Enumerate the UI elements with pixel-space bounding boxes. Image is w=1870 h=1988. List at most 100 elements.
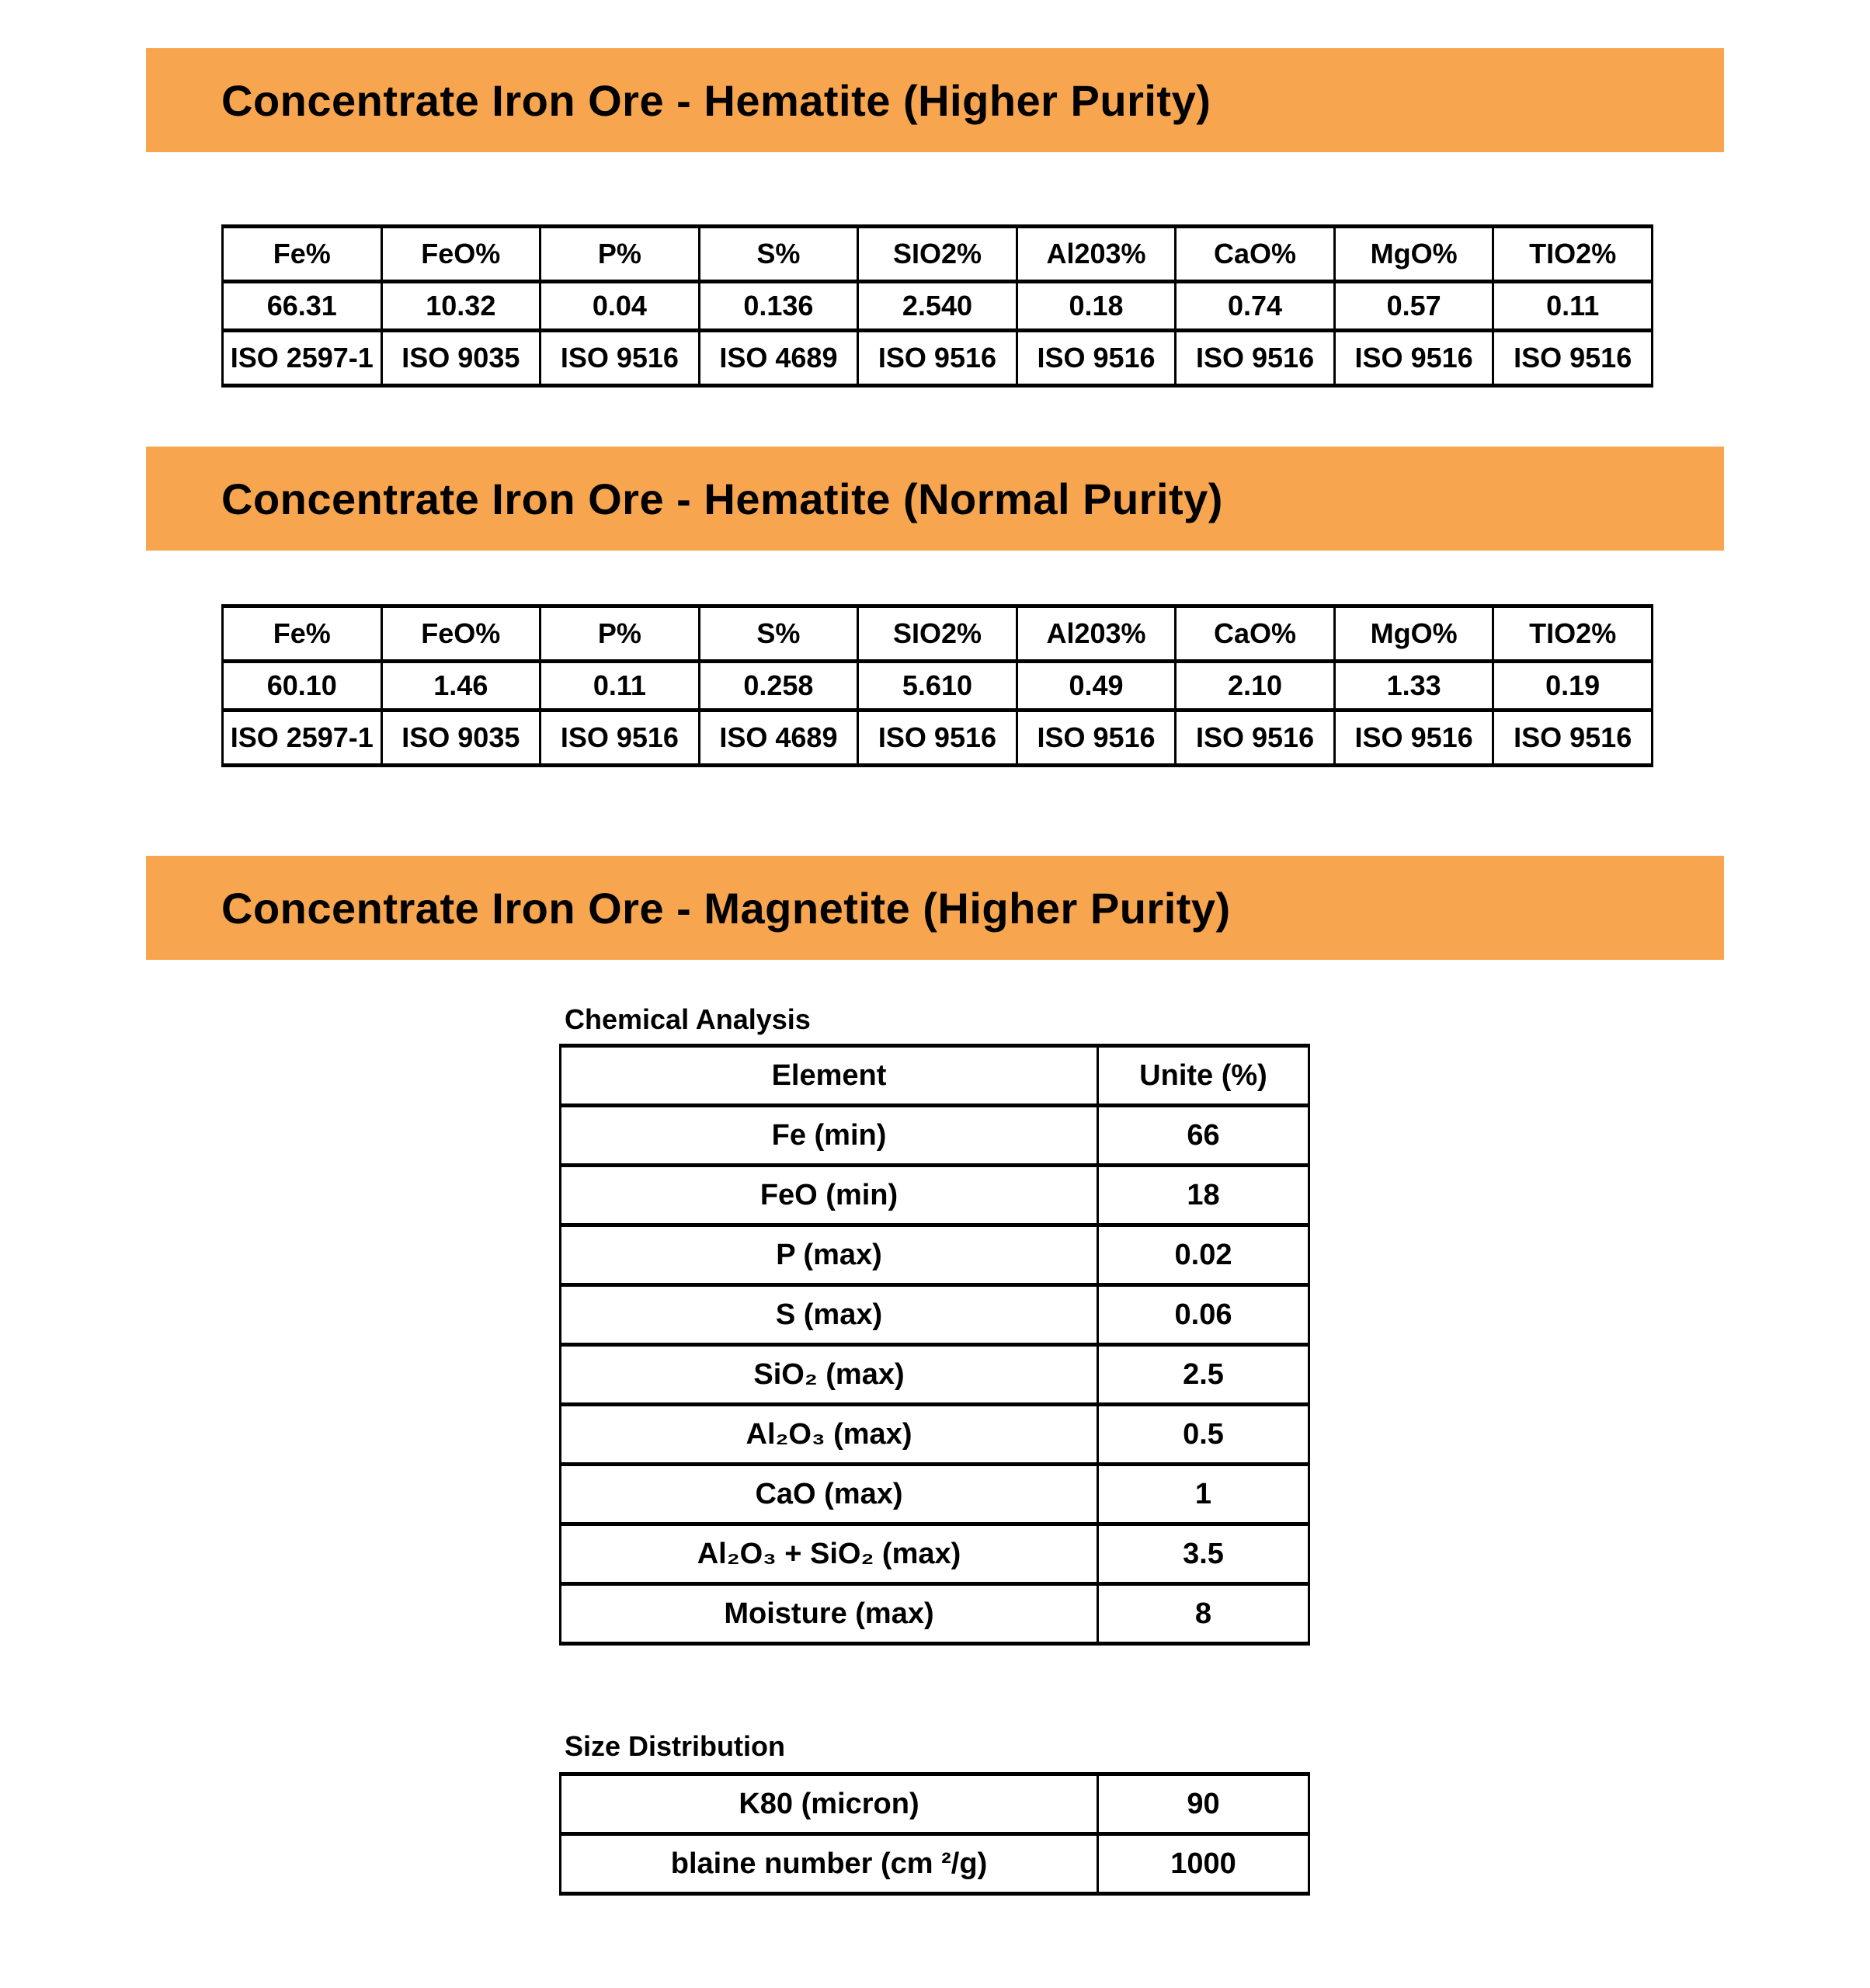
element-cell: FeO (min) (559, 1163, 1099, 1227)
table-row: P (max) 0.02 (559, 1223, 1310, 1287)
column-header: Al203% (1015, 224, 1177, 283)
hematite-higher-spec-table: Fe% FeO% P% S% SIO2% Al203% CaO% MgO% TI… (221, 224, 1653, 388)
element-cell: K80 (micron) (559, 1772, 1099, 1836)
column-header: TIO2% (1492, 224, 1653, 283)
value-cell: 5.610 (857, 659, 1018, 712)
iso-standard-cell: ISO 9035 (380, 328, 542, 388)
value-cell: 2.5 (1097, 1343, 1310, 1406)
column-header: MgO% (1333, 224, 1495, 283)
iso-standard-cell: ISO 9516 (1174, 708, 1336, 767)
element-cell: CaO (max) (559, 1462, 1099, 1526)
iso-standard-cell: ISO 9516 (1492, 708, 1653, 767)
value-cell: 1.46 (380, 659, 542, 712)
iso-standard-cell: ISO 2597-1 (221, 708, 383, 767)
column-header: Unite (%) (1097, 1044, 1310, 1107)
section-title: Concentrate Iron Ore - Hematite (Normal … (221, 474, 1223, 523)
chemical-analysis-table: Element Unite (%) Fe (min) 66 FeO (min) … (559, 1044, 1310, 1646)
value-cell: 0.11 (1492, 280, 1653, 332)
table-header-row: Fe% FeO% P% S% SIO2% Al203% CaO% MgO% TI… (221, 604, 1653, 663)
value-cell: 2.10 (1174, 659, 1336, 712)
value-cell: 60.10 (221, 659, 383, 712)
value-cell: 1000 (1097, 1832, 1310, 1896)
column-header: Fe% (221, 224, 383, 283)
column-header: CaO% (1174, 224, 1336, 283)
value-cell: 0.06 (1097, 1283, 1310, 1347)
table-row: S (max) 0.06 (559, 1283, 1310, 1347)
value-cell: 66 (1097, 1103, 1310, 1167)
value-cell: 0.49 (1015, 659, 1177, 712)
value-cell: 0.18 (1015, 280, 1177, 332)
element-cell: blaine number (cm ²/g) (559, 1832, 1099, 1896)
element-cell: P (max) (559, 1223, 1099, 1287)
iso-standard-cell: ISO 9516 (857, 328, 1018, 388)
iso-standard-cell: ISO 9516 (539, 328, 700, 388)
value-cell: 0.74 (1174, 280, 1336, 332)
value-cell: 10.32 (380, 280, 542, 332)
iso-standard-cell: ISO 4689 (697, 328, 860, 388)
section-banner-magnetite-higher: Concentrate Iron Ore - Magnetite (Higher… (146, 856, 1724, 960)
value-cell: 1 (1097, 1462, 1310, 1526)
column-header: FeO% (380, 224, 542, 283)
value-cell: 1.33 (1333, 659, 1495, 712)
table-row: Fe (min) 66 (559, 1103, 1310, 1167)
hematite-normal-spec-table: Fe% FeO% P% S% SIO2% Al203% CaO% MgO% TI… (221, 604, 1653, 767)
column-header: SIO2% (857, 604, 1018, 663)
table-row: CaO (max) 1 (559, 1462, 1310, 1526)
element-cell: SiO₂ (max) (559, 1343, 1099, 1406)
section-title: Concentrate Iron Ore - Hematite (Higher … (221, 75, 1211, 125)
value-cell: 0.02 (1097, 1223, 1310, 1287)
table-header-row: Fe% FeO% P% S% SIO2% Al203% CaO% MgO% TI… (221, 224, 1653, 283)
table-row: Moisture (max) 8 (559, 1582, 1310, 1646)
value-cell: 2.540 (857, 280, 1018, 332)
element-cell: Al₂O₃ (max) (559, 1402, 1099, 1466)
size-distribution-table: K80 (micron) 90 blaine number (cm ²/g) 1… (559, 1772, 1310, 1896)
value-cell: 0.04 (539, 280, 700, 332)
column-header: P% (539, 224, 700, 283)
iso-standard-cell: ISO 9516 (857, 708, 1018, 767)
table-row: SiO₂ (max) 2.5 (559, 1343, 1310, 1406)
value-cell: 90 (1097, 1772, 1310, 1836)
section-banner-hematite-normal: Concentrate Iron Ore - Hematite (Normal … (146, 447, 1724, 551)
column-header: Element (559, 1044, 1099, 1107)
column-header: S% (697, 224, 860, 283)
iso-standard-cell: ISO 9516 (1015, 328, 1177, 388)
chemical-analysis-label: Chemical Analysis (565, 1003, 811, 1035)
iso-standard-cell: ISO 9516 (1174, 328, 1336, 388)
table-row: Al₂O₃ (max) 0.5 (559, 1402, 1310, 1466)
column-header: SIO2% (857, 224, 1018, 283)
table-row: K80 (micron) 90 (559, 1772, 1310, 1836)
column-header: TIO2% (1492, 604, 1653, 663)
value-cell: 8 (1097, 1582, 1310, 1646)
column-header: Al203% (1015, 604, 1177, 663)
iso-standard-cell: ISO 9035 (380, 708, 542, 767)
table-value-row: 66.31 10.32 0.04 0.136 2.540 0.18 0.74 0… (221, 280, 1653, 332)
table-value-row: 60.10 1.46 0.11 0.258 5.610 0.49 2.10 1.… (221, 659, 1653, 712)
table-row: Al₂O₃ + SiO₂ (max) 3.5 (559, 1522, 1310, 1586)
column-header: CaO% (1174, 604, 1336, 663)
element-cell: S (max) (559, 1283, 1099, 1347)
table-row: blaine number (cm ²/g) 1000 (559, 1832, 1310, 1896)
table-header-row: Element Unite (%) (559, 1044, 1310, 1107)
value-cell: 66.31 (221, 280, 383, 332)
table-standards-row: ISO 2597-1 ISO 9035 ISO 9516 ISO 4689 IS… (221, 328, 1653, 388)
iso-standard-cell: ISO 2597-1 (221, 328, 383, 388)
column-header: P% (539, 604, 700, 663)
element-cell: Al₂O₃ + SiO₂ (max) (559, 1522, 1099, 1586)
table-standards-row: ISO 2597-1 ISO 9035 ISO 9516 ISO 4689 IS… (221, 708, 1653, 767)
value-cell: 0.19 (1492, 659, 1653, 712)
column-header: S% (697, 604, 860, 663)
section-title: Concentrate Iron Ore - Magnetite (Higher… (221, 883, 1231, 933)
value-cell: 18 (1097, 1163, 1310, 1227)
column-header: FeO% (380, 604, 542, 663)
value-cell: 0.136 (697, 280, 860, 332)
element-cell: Moisture (max) (559, 1582, 1099, 1646)
value-cell: 0.57 (1333, 280, 1495, 332)
iso-standard-cell: ISO 4689 (697, 708, 860, 767)
iso-standard-cell: ISO 9516 (1333, 328, 1495, 388)
column-header: MgO% (1333, 604, 1495, 663)
iso-standard-cell: ISO 9516 (1333, 708, 1495, 767)
iso-standard-cell: ISO 9516 (539, 708, 700, 767)
value-cell: 0.11 (539, 659, 700, 712)
section-banner-hematite-higher: Concentrate Iron Ore - Hematite (Higher … (146, 48, 1724, 152)
column-header: Fe% (221, 604, 383, 663)
